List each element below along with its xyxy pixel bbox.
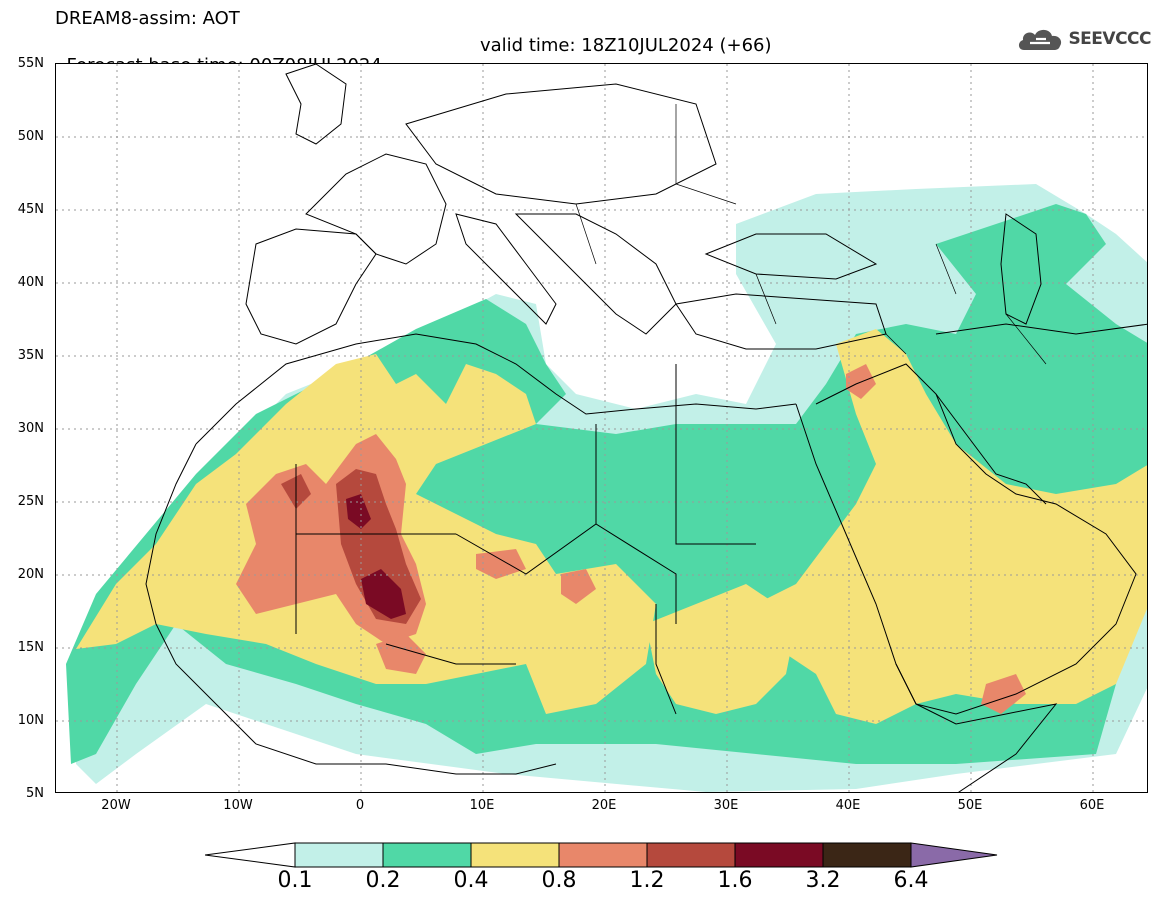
aot-contour-1.6: [361, 569, 406, 619]
lat-label: 20N: [17, 567, 44, 582]
lat-label: 25N: [17, 494, 44, 509]
colorbar-under-arrow: [205, 842, 296, 868]
colorbar-tick-label: 0.2: [365, 868, 401, 893]
colorbar-tick-label: 6.4: [893, 868, 929, 893]
lon-label: 20W: [101, 798, 131, 813]
aot-contour-0.8-d: [561, 569, 596, 604]
lon-label: 10E: [469, 798, 495, 813]
iberia-outline: [245, 228, 377, 345]
colorbar-tick-label: 0.8: [541, 868, 577, 893]
aot-contour-0.4-africa-east: [646, 584, 796, 714]
persian-gulf: [935, 393, 1047, 505]
lon-label: 40E: [835, 798, 861, 813]
colorbar-bin: [382, 842, 472, 868]
logo-text: SEEVCCC: [1068, 29, 1151, 49]
seevccc-logo: SEEVCCC: [1016, 26, 1151, 52]
aot-map: [55, 63, 1148, 793]
colorbar-tick-label: 3.2: [805, 868, 841, 893]
lon-label: 0: [355, 798, 365, 813]
lat-label: 10N: [17, 713, 44, 728]
british-isles-outline: [285, 64, 347, 145]
colorbar: [205, 842, 998, 868]
lon-label: 10W: [223, 798, 253, 813]
colorbar-bin: [734, 842, 824, 868]
colorbar-bin: [294, 842, 384, 868]
lon-label: 30E: [713, 798, 739, 813]
aot-contour-0.8-f: [981, 674, 1026, 714]
lat-label: 40N: [17, 275, 44, 290]
balkans-outline: [514, 213, 677, 335]
country-borders: [575, 104, 1047, 365]
aot-field: [66, 184, 1147, 792]
cloud-icon: [1019, 29, 1062, 50]
lon-label: 20E: [591, 798, 617, 813]
colorbar-tick-label: 0.4: [453, 868, 489, 893]
aot-contour-0.4-arabia: [736, 329, 1147, 724]
colorbar-bin: [822, 842, 912, 868]
italy-outline: [455, 213, 557, 325]
graticule: [56, 64, 1147, 792]
aot-contour-1.6-b: [346, 494, 371, 529]
lat-label: 30N: [17, 421, 44, 436]
aot-contour-0.8-b: [376, 634, 426, 674]
iran-outline: [935, 323, 1147, 335]
lat-label: 55N: [17, 56, 44, 71]
sahara-borders: [295, 364, 756, 715]
lat-label: 50N: [17, 129, 44, 144]
colorbar-bin: [646, 842, 736, 868]
west-africa-coast: [145, 443, 557, 775]
colorbar-tick-label: 0.1: [277, 868, 313, 893]
map-title: DREAM8-assim: AOT: [55, 8, 240, 29]
coastlines-and-borders: [145, 64, 1147, 792]
caspian-outline: [1000, 213, 1042, 325]
north-africa-coast: [195, 333, 797, 445]
colorbar-bin: [470, 842, 560, 868]
arabia-outline: [815, 363, 1137, 715]
central-europe-outline: [405, 83, 717, 205]
lon-label: 50E: [957, 798, 983, 813]
colorbar-bin: [558, 842, 648, 868]
colorbar-tick-label: 1.2: [629, 868, 665, 893]
horn-of-africa: [915, 703, 1058, 792]
colorbar-over-arrow: [910, 842, 998, 868]
colorbar-tick-label: 1.6: [717, 868, 753, 893]
aot-contour-0.8-c: [476, 549, 526, 579]
lat-label: 15N: [17, 640, 44, 655]
lon-label: 60E: [1079, 798, 1105, 813]
lat-label: 45N: [17, 202, 44, 217]
lat-label: 35N: [17, 348, 44, 363]
lat-label: 5N: [26, 786, 44, 801]
valid-time-label: valid time: 18Z10JUL2024 (+66): [480, 35, 772, 56]
map-canvas: [56, 64, 1147, 792]
france-outline: [305, 153, 447, 265]
